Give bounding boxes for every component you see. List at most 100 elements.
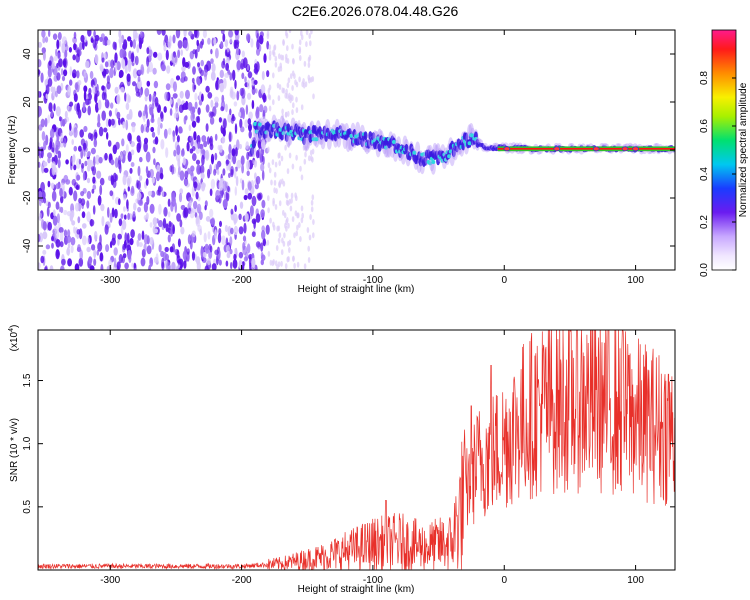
spectrogram-speckle-blob <box>161 190 165 198</box>
spectrogram-speckle-blob <box>209 143 214 151</box>
spectrogram-speckle-blob <box>234 247 237 255</box>
spectrogram-speckle-blob <box>87 105 91 116</box>
spectrogram-speckle-blob <box>179 170 185 181</box>
spectrogram-speckle-blob <box>93 258 97 266</box>
spectrogram-speckle-blob <box>183 39 188 49</box>
spectrogram-speckle-blob <box>266 30 270 37</box>
spectrogram-speckle-blob <box>240 155 245 166</box>
spectrogram-speckle-blob <box>267 195 270 202</box>
spectrogram-speckle-blob <box>38 106 42 117</box>
spectrogram-speckle-blob <box>225 159 230 165</box>
spectrogram-speckle-blob <box>182 57 186 68</box>
spectrogram-speckle-blob <box>136 192 142 201</box>
spectrogram-speckle-blob <box>142 110 146 117</box>
ridge-haze <box>285 133 291 148</box>
spectrogram-speckle-blob <box>50 109 54 118</box>
spectrogram-speckle-blob <box>63 118 67 125</box>
spectrogram-speckle-blob <box>49 141 53 150</box>
spectrogram-speckle-blob <box>99 252 104 262</box>
spectrogram-speckle-blob <box>83 90 87 102</box>
spectrogram-speckle-blob <box>116 261 121 270</box>
spectrogram-speckle-blob <box>163 44 167 52</box>
spectrogram-speckle-blob <box>261 229 266 240</box>
ridge-body <box>377 142 382 152</box>
spectrogram-speckle-blob <box>119 48 124 59</box>
ridge-body <box>461 141 466 151</box>
spectrogram-speckle-blob <box>120 86 125 93</box>
spectrogram-speckle-blob <box>51 147 55 153</box>
snr-y-multiplier-exp: 4 <box>8 328 15 332</box>
spectrogram-speckle-blob <box>198 211 203 220</box>
spectrogram-speckle-blob <box>101 57 105 63</box>
spectrogram-speckle-blob <box>251 257 256 268</box>
spectrogram-speckle-blob <box>218 117 222 123</box>
spectrogram-speckle-blob <box>105 244 110 253</box>
snr-y-multiplier-close: ) <box>9 325 20 328</box>
spectrogram-speckle-blob <box>199 164 205 175</box>
spectrogram-speckle-blob <box>282 39 285 45</box>
spectrogram-speckle-blob <box>155 253 159 263</box>
spectrogram-speckle-blob <box>123 206 126 212</box>
spectrogram-speckle-blob <box>217 232 222 244</box>
spectrogram-speckle-blob <box>268 54 272 61</box>
spectrogram-speckle-blob <box>177 259 182 265</box>
ridge-haze <box>303 136 309 151</box>
spectrogram-speckle-blob <box>274 55 278 62</box>
spectrogram-speckle-blob <box>255 175 261 185</box>
spectrogram-speckle-blob <box>73 226 76 234</box>
spectrogram-speckle-blob <box>78 257 84 267</box>
spectrogram-speckle-blob <box>262 238 266 247</box>
spectrogram-speckle-blob <box>162 218 167 229</box>
spectrogram-speckle-blob <box>52 86 56 97</box>
spectrogram-speckle-blob <box>46 206 50 217</box>
spectrogram-speckle-blob <box>73 93 78 103</box>
colorbar: 0.0 0.2 0.4 0.6 0.8 Normalized spectral ampl… <box>699 29 749 277</box>
spectrogram-speckle-blob <box>55 239 61 248</box>
spectrogram-speckle-blob <box>288 239 292 246</box>
spectrogram-speckle-blob <box>182 250 187 261</box>
snr-y-tick-label: 1.0 <box>22 436 33 450</box>
spectrogram-speckle-blob <box>145 178 149 186</box>
spectrogram-speckle-blob <box>76 70 80 79</box>
spectrogram-speckle-blob <box>97 99 102 111</box>
spectrogram-speckle-blob <box>42 36 46 44</box>
spectrogram-speckle-blob <box>81 162 85 169</box>
spectrogram-speckle-blob <box>267 162 271 169</box>
spectrogram-speckle-blob <box>138 110 142 118</box>
spectrogram-speckle-blob <box>149 49 153 58</box>
spectrogram-speckle-blob <box>97 195 102 206</box>
spectrogram-speckle-blob <box>168 220 172 228</box>
ridge-body <box>423 156 428 166</box>
spectrogram-speckle-blob <box>214 229 218 240</box>
spectrogram-speckle-blob <box>55 201 60 210</box>
spectrogram-speckle-blob <box>296 224 299 231</box>
spectrogram-speckle-blob <box>284 144 287 151</box>
spectrogram-speckle-blob <box>165 147 169 159</box>
spectrogram-speckle-blob <box>73 164 77 171</box>
spectrogram-speckle-blob <box>100 263 104 270</box>
spectrogram-speckle-blob <box>86 200 90 209</box>
spectrogram-speckle-blob <box>116 60 121 71</box>
spectrogram-speckle-blob <box>242 242 246 251</box>
spectrogram-speckle-blob <box>80 198 86 206</box>
spectrogram-speckle-blob <box>106 39 111 46</box>
spectrogram-speckle-blob <box>52 215 58 226</box>
spectrogram-speckle-blob <box>263 53 267 64</box>
spectrogram-speckle-blob <box>195 256 201 265</box>
spectrogram-speckle-blob <box>160 139 165 150</box>
spectrogram-speckle-blob <box>143 215 148 221</box>
spectrogram-speckle-blob <box>238 111 242 118</box>
spectrogram-y-tick-label: 20 <box>22 96 33 108</box>
spectrogram-speckle-blob <box>278 200 282 207</box>
spectrogram-speckle-blob <box>47 201 51 209</box>
spectrogram-speckle-blob <box>266 40 270 50</box>
spectrogram-speckle-blob <box>122 150 127 158</box>
spectrogram-speckle-blob <box>209 116 215 125</box>
spectrogram-speckle-blob <box>235 175 239 187</box>
spectrogram-speckle-blob <box>229 35 233 44</box>
spectrogram-speckle-blob <box>59 231 64 242</box>
spectrogram-speckle-blob <box>208 243 212 251</box>
spectrogram-speckle-blob <box>42 50 46 61</box>
spectrogram-speckle-blob <box>56 39 60 50</box>
spectrogram-speckle-blob <box>197 107 201 115</box>
